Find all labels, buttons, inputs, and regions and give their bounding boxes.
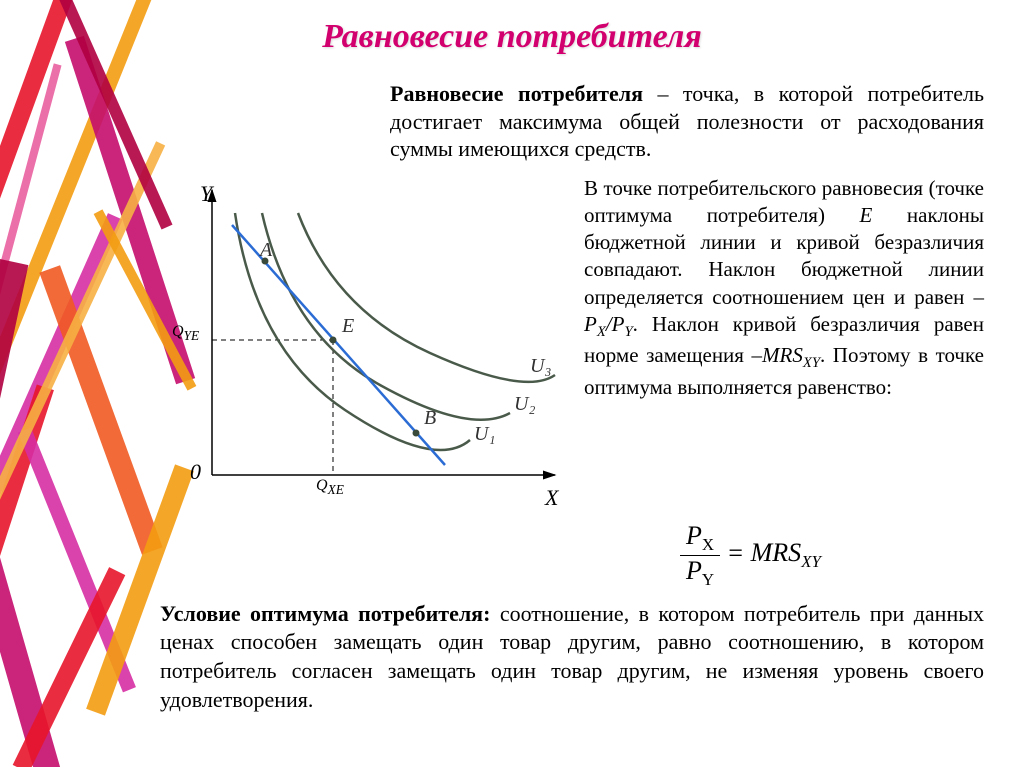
- definition-term: Равновесие потребителя: [390, 81, 643, 106]
- equilibrium-formula: PX PY = MRSXY: [680, 521, 984, 590]
- condition-lead: Условие оптимума потребителя:: [160, 601, 490, 626]
- origin-label: 0: [190, 459, 201, 485]
- qxe-label: QXE: [316, 477, 344, 498]
- x-axis-label: X: [545, 485, 558, 511]
- definition-paragraph: Равновесие потребителя – точка, в которо…: [390, 80, 984, 163]
- slide-content: Равновесие потребителя – точка, в которо…: [160, 80, 984, 714]
- equilibrium-chart: Y X 0 QYE QXE A E B U₁ U₂ U₃: [160, 175, 560, 515]
- point-e-label: E: [342, 315, 354, 338]
- u2-label: U₂: [514, 393, 535, 416]
- point-a-label: A: [260, 239, 272, 262]
- y-axis-label: Y: [200, 181, 212, 207]
- point-b-label: B: [424, 407, 436, 430]
- explanation-paragraph: В точке потребительского равновесия (точ…: [584, 175, 984, 401]
- qye-label: QYE: [172, 323, 199, 344]
- condition-paragraph: Условие оптимума потребителя: соотношени…: [160, 600, 984, 714]
- u1-label: U₁: [474, 423, 495, 446]
- u3-label: U₃: [530, 355, 551, 378]
- page-title: Равновесие потребителя: [0, 0, 1024, 56]
